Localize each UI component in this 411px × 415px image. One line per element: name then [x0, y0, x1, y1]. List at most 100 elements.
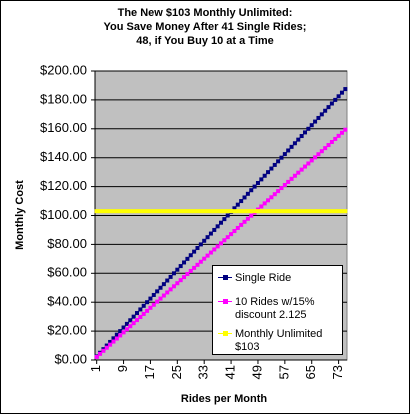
data-point: [185, 256, 190, 261]
data-point: [259, 204, 264, 209]
data-point: [121, 330, 126, 335]
data-point: [225, 235, 230, 240]
data-point: [98, 351, 103, 356]
data-point: [118, 329, 123, 334]
data-point: [114, 209, 119, 214]
data-point: [326, 209, 331, 214]
data-point: [289, 144, 294, 149]
data-point: [145, 300, 150, 305]
data-point: [306, 126, 311, 131]
data-point: [232, 209, 237, 214]
y-tick-label: $160.00: [40, 120, 87, 135]
data-point: [98, 209, 103, 214]
data-point: [296, 209, 301, 214]
data-point: [171, 209, 176, 214]
x-tick-label: 65: [303, 365, 318, 379]
data-point: [188, 209, 193, 214]
data-point: [175, 209, 180, 214]
data-point: [249, 213, 254, 218]
data-point: [131, 314, 136, 319]
data-point: [306, 209, 311, 214]
data-point: [208, 209, 213, 214]
x-tick-label: 41: [223, 365, 238, 379]
data-point: [222, 238, 227, 243]
data-point: [151, 302, 156, 307]
x-tick-label: 73: [330, 365, 345, 379]
y-tick-label: $0.00: [54, 351, 87, 366]
data-point: [259, 177, 264, 182]
data-point: [205, 235, 210, 240]
legend-label: Single Ride: [235, 272, 292, 284]
data-point: [323, 209, 328, 214]
data-point: [299, 134, 304, 139]
data-point: [319, 112, 324, 117]
data-point: [242, 195, 247, 200]
data-point: [252, 184, 257, 189]
data-point: [168, 274, 173, 279]
data-point: [225, 213, 230, 218]
y-tick-label: $60.00: [47, 265, 87, 280]
data-point: [178, 278, 183, 283]
data-point: [114, 336, 119, 341]
data-point: [272, 209, 277, 214]
data-point: [124, 209, 129, 214]
data-point: [185, 272, 190, 277]
data-point: [118, 333, 123, 338]
y-tick-label: $40.00: [47, 294, 87, 309]
data-point: [222, 217, 227, 222]
data-point: [94, 354, 99, 359]
data-point: [215, 224, 220, 229]
data-point: [141, 303, 146, 308]
data-point: [131, 321, 136, 326]
data-point: [202, 256, 207, 261]
data-point: [286, 209, 291, 214]
data-point: [309, 158, 314, 163]
data-point: [175, 281, 180, 286]
data-point: [158, 209, 163, 214]
data-point: [289, 209, 294, 214]
data-point: [131, 209, 136, 214]
data-point: [111, 339, 116, 344]
data-point: [279, 155, 284, 160]
data-point: [245, 216, 250, 221]
data-point: [155, 299, 160, 304]
data-point: [282, 152, 287, 157]
data-point: [222, 209, 227, 214]
data-point: [175, 267, 180, 272]
data-point: [165, 209, 170, 214]
x-axis-title: Rides per Month: [181, 393, 267, 405]
data-point: [319, 149, 324, 154]
data-point: [326, 143, 331, 148]
data-point: [208, 231, 213, 236]
data-point: [148, 305, 153, 310]
legend-key: [218, 331, 232, 336]
data-point: [336, 133, 341, 138]
data-point: [212, 247, 217, 252]
data-point: [165, 278, 170, 283]
data-point: [135, 318, 139, 323]
data-point: [316, 209, 321, 214]
data-point: [269, 195, 274, 200]
data-point: [292, 141, 297, 146]
data-point: [333, 97, 338, 102]
data-point: [145, 209, 150, 214]
data-point: [303, 209, 307, 214]
data-point: [205, 253, 210, 258]
data-point: [212, 227, 217, 232]
data-point: [208, 250, 213, 255]
data-point: [309, 123, 314, 128]
data-point: [118, 209, 123, 214]
y-tick-label: $200.00: [40, 62, 87, 77]
data-point: [316, 115, 321, 120]
x-tick-label: 57: [276, 365, 291, 379]
x-tick-label: 9: [115, 365, 130, 372]
data-point: [198, 209, 203, 214]
data-point: [303, 164, 307, 169]
data-point: [269, 209, 274, 214]
data-point: [135, 209, 139, 214]
data-point: [319, 209, 324, 214]
data-point: [202, 238, 207, 243]
data-point: [245, 191, 250, 196]
data-point: [282, 182, 287, 187]
data-point: [202, 209, 207, 214]
